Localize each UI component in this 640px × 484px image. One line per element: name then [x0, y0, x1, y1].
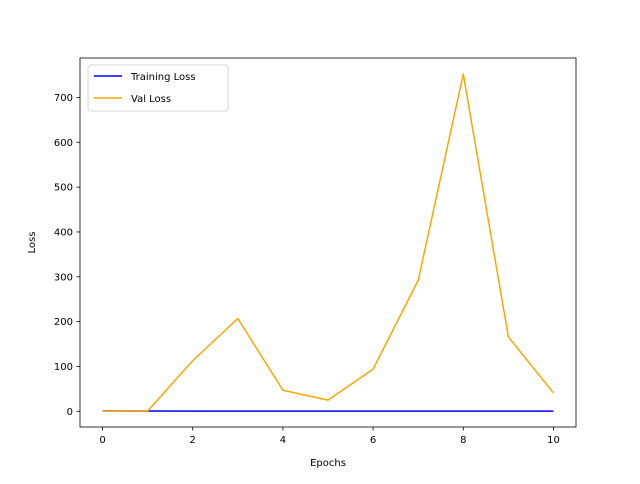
x-tick-label: 4 — [280, 435, 286, 446]
y-tick-label: 200 — [54, 317, 73, 328]
legend-label: Training Loss — [130, 72, 196, 83]
y-tick-label: 700 — [54, 93, 73, 104]
x-tick-label: 8 — [460, 435, 466, 446]
legend: Training Loss Val Loss — [88, 65, 228, 111]
legend-label: Val Loss — [131, 94, 171, 105]
y-axis-label: Loss — [27, 232, 38, 254]
x-tick-label: 10 — [547, 435, 560, 446]
y-tick-label: 300 — [54, 272, 73, 283]
y-tick-label: 100 — [54, 362, 73, 373]
y-tick-label: 500 — [54, 183, 73, 194]
y-tick-label: 600 — [54, 138, 73, 149]
x-tick-label: 0 — [99, 435, 105, 446]
y-tick-label: 400 — [54, 227, 73, 238]
x-tick-label: 2 — [190, 435, 196, 446]
y-tick-label: 0 — [67, 407, 73, 418]
x-axis-label: Epochs — [310, 458, 346, 469]
x-tick-label: 6 — [370, 435, 376, 446]
